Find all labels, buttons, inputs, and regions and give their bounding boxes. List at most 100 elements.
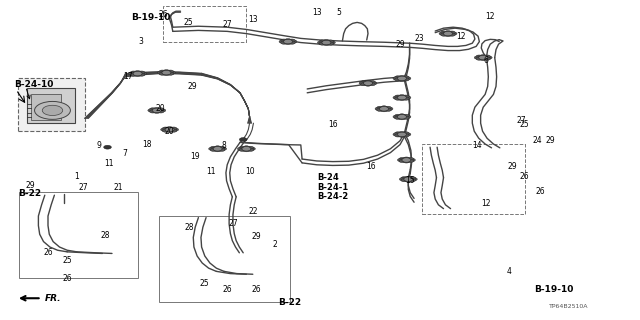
Text: 29: 29: [545, 136, 556, 145]
Circle shape: [404, 115, 411, 118]
Text: 26: 26: [158, 10, 168, 19]
Circle shape: [129, 72, 135, 75]
Text: 8: 8: [221, 141, 227, 150]
Circle shape: [138, 73, 145, 76]
Text: 13: 13: [248, 15, 258, 24]
Text: 18: 18: [143, 140, 152, 148]
Circle shape: [393, 77, 399, 80]
Text: 29: 29: [26, 181, 36, 190]
Text: 11: 11: [207, 167, 216, 176]
Circle shape: [218, 148, 225, 151]
Circle shape: [162, 70, 171, 75]
Circle shape: [445, 33, 451, 37]
Circle shape: [395, 132, 401, 135]
Circle shape: [474, 56, 481, 59]
Circle shape: [322, 40, 331, 45]
Circle shape: [380, 107, 388, 111]
Text: 2: 2: [273, 240, 278, 249]
Circle shape: [157, 108, 164, 111]
Circle shape: [329, 41, 335, 44]
Circle shape: [445, 31, 451, 34]
Circle shape: [393, 133, 399, 136]
Circle shape: [439, 32, 445, 35]
Circle shape: [138, 71, 145, 74]
Circle shape: [279, 40, 285, 43]
Text: B-22: B-22: [18, 189, 41, 198]
Circle shape: [209, 147, 215, 150]
Text: 12: 12: [482, 199, 491, 208]
Circle shape: [441, 31, 447, 34]
Circle shape: [393, 115, 399, 118]
Circle shape: [133, 71, 142, 76]
Text: 22: 22: [248, 207, 257, 216]
Text: 14: 14: [472, 141, 482, 150]
Text: 27: 27: [516, 116, 527, 124]
FancyBboxPatch shape: [18, 78, 85, 131]
Circle shape: [170, 127, 177, 130]
Circle shape: [385, 108, 391, 111]
Text: 27: 27: [228, 220, 239, 228]
Circle shape: [163, 73, 170, 76]
Text: 25: 25: [200, 279, 210, 288]
Circle shape: [397, 158, 404, 162]
Circle shape: [281, 39, 287, 42]
Circle shape: [239, 146, 246, 149]
Circle shape: [165, 127, 174, 132]
Circle shape: [159, 72, 166, 75]
Circle shape: [411, 178, 417, 181]
Text: 26: 26: [62, 274, 72, 283]
Text: B-19-10: B-19-10: [534, 285, 574, 294]
Circle shape: [319, 42, 326, 45]
Circle shape: [134, 71, 141, 74]
Text: 25: 25: [62, 256, 72, 265]
Text: 3: 3: [138, 37, 143, 46]
Text: 23: 23: [414, 34, 424, 43]
Circle shape: [385, 106, 391, 109]
Text: B-24: B-24: [317, 173, 339, 182]
Circle shape: [451, 32, 457, 35]
Circle shape: [387, 107, 393, 110]
Circle shape: [285, 41, 291, 45]
Circle shape: [409, 177, 415, 180]
Circle shape: [154, 108, 160, 111]
Circle shape: [395, 114, 401, 117]
Text: 5: 5: [337, 8, 342, 17]
Circle shape: [148, 109, 154, 112]
Text: 27: 27: [222, 20, 232, 28]
Text: B-22: B-22: [278, 298, 301, 307]
Text: 16: 16: [328, 120, 338, 129]
Circle shape: [150, 108, 156, 111]
Circle shape: [409, 158, 415, 162]
Circle shape: [220, 147, 227, 150]
Circle shape: [402, 158, 411, 162]
Circle shape: [247, 146, 253, 149]
Circle shape: [397, 115, 406, 119]
Circle shape: [323, 43, 330, 46]
Circle shape: [403, 76, 409, 79]
Circle shape: [486, 56, 492, 59]
Circle shape: [479, 55, 488, 60]
Circle shape: [289, 39, 295, 42]
Circle shape: [172, 128, 179, 131]
Circle shape: [361, 83, 367, 86]
Circle shape: [476, 57, 483, 60]
Circle shape: [364, 81, 372, 85]
Text: B-24-10: B-24-10: [14, 80, 54, 89]
Circle shape: [444, 31, 452, 36]
Circle shape: [480, 58, 486, 61]
Circle shape: [281, 41, 287, 44]
Text: 7: 7: [122, 149, 127, 158]
Text: 24: 24: [532, 136, 543, 145]
Circle shape: [403, 95, 409, 98]
Circle shape: [395, 116, 401, 119]
Circle shape: [397, 95, 406, 100]
Circle shape: [167, 72, 173, 75]
Circle shape: [140, 72, 147, 75]
Circle shape: [404, 177, 413, 181]
Circle shape: [476, 55, 483, 58]
Circle shape: [399, 159, 406, 163]
Text: 25: 25: [184, 18, 194, 27]
Circle shape: [319, 40, 326, 43]
Circle shape: [237, 147, 244, 150]
Text: 1: 1: [74, 172, 79, 180]
